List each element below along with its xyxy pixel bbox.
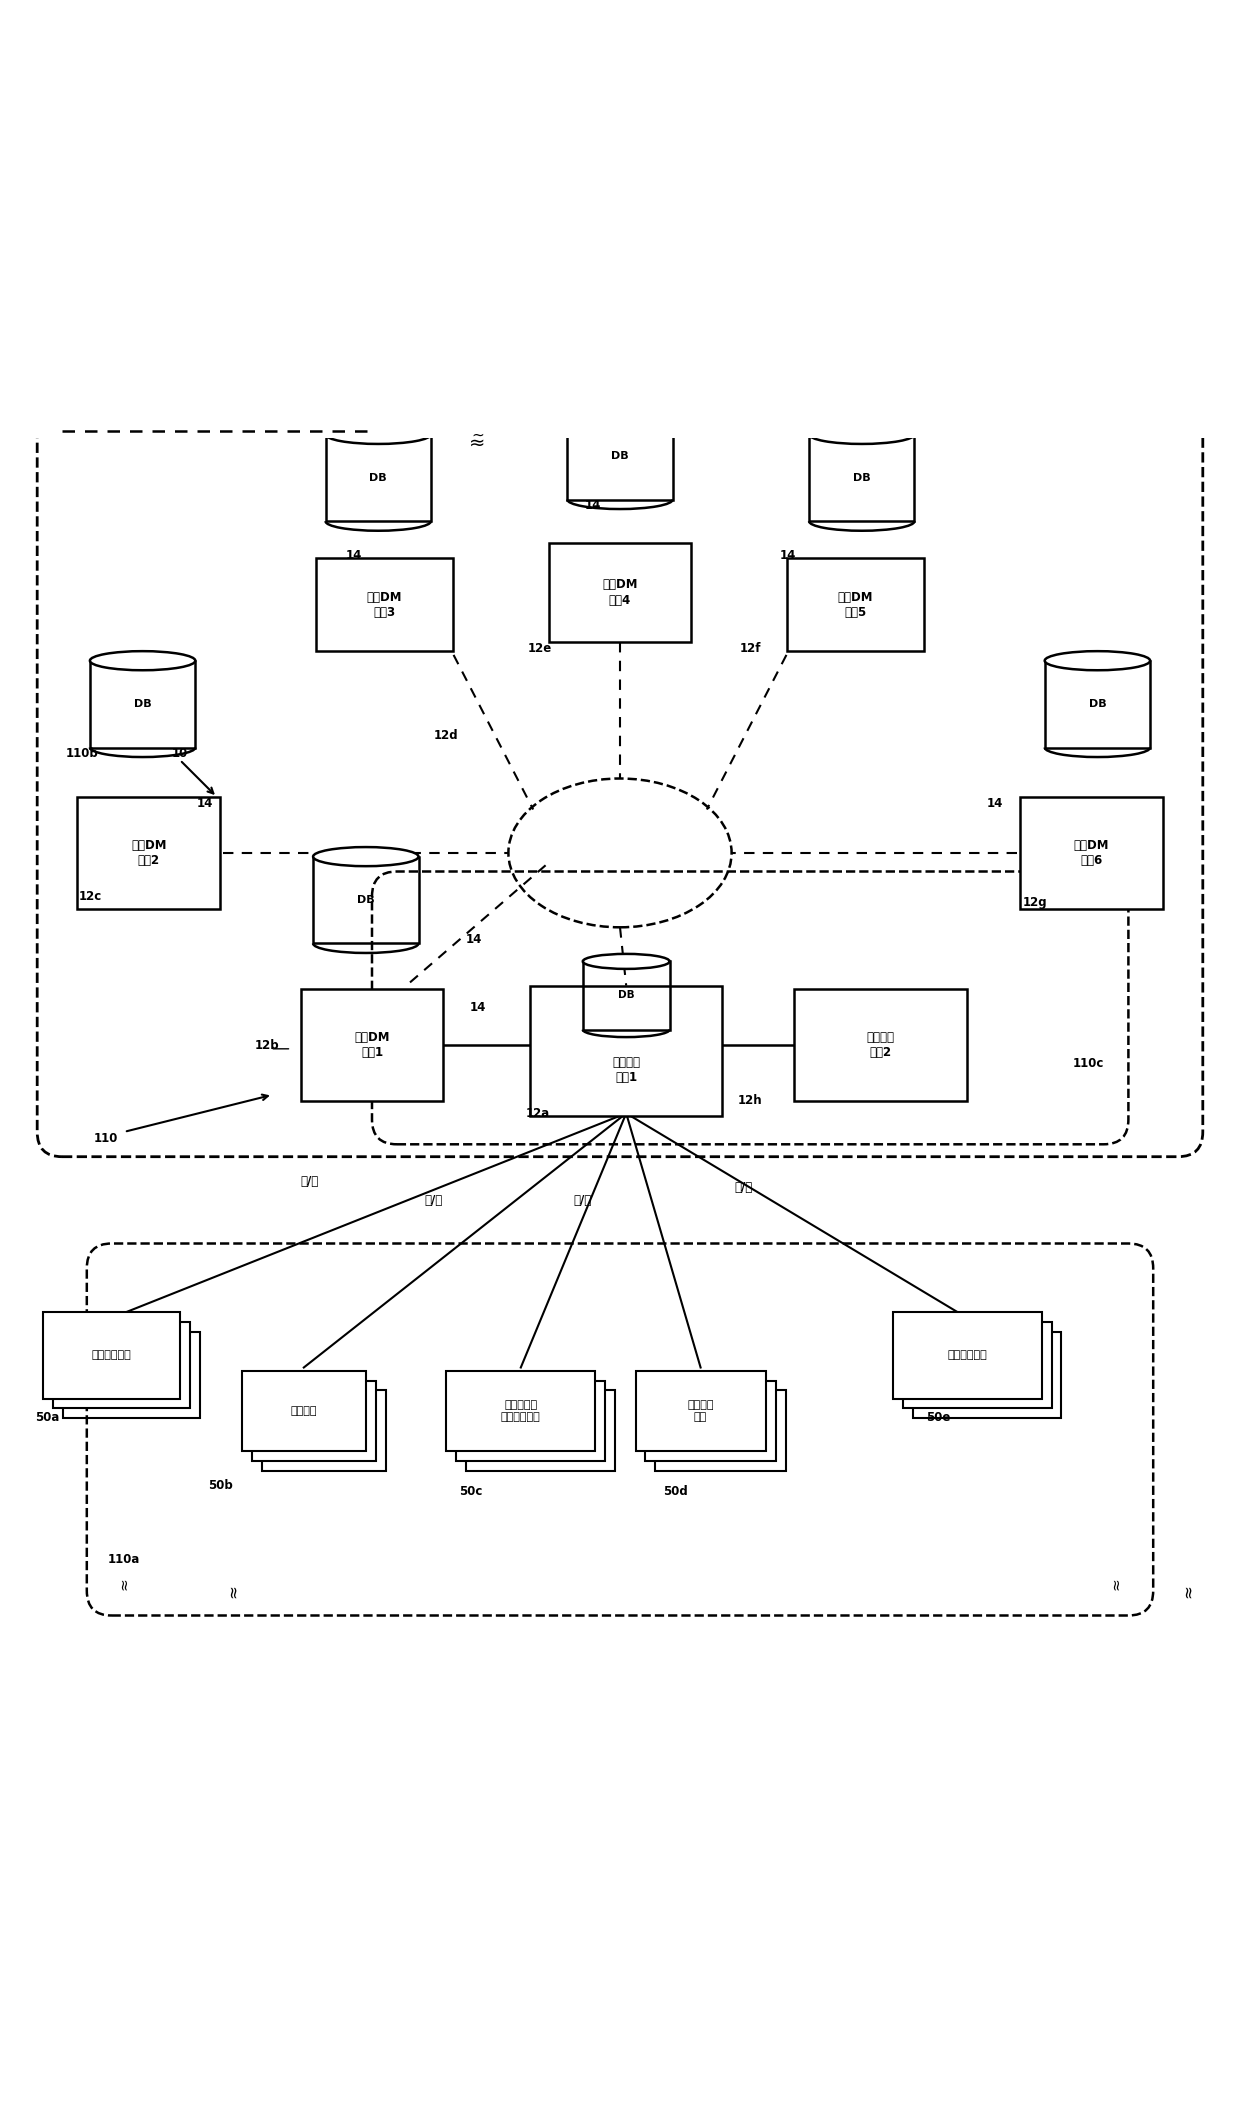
Text: 14: 14 <box>196 797 213 810</box>
Text: ≈: ≈ <box>117 1578 131 1590</box>
Text: 50d: 50d <box>663 1485 688 1497</box>
Text: ≈: ≈ <box>469 434 486 453</box>
Text: 集群DM
节点6: 集群DM 节点6 <box>1074 840 1109 867</box>
Text: 14: 14 <box>584 499 601 512</box>
Bar <box>242 1371 366 1451</box>
Text: 50c: 50c <box>460 1485 482 1497</box>
Text: DB: DB <box>134 700 151 709</box>
Bar <box>53 1322 190 1409</box>
Text: 14: 14 <box>469 1000 486 1015</box>
Bar <box>903 1322 1052 1409</box>
Bar <box>893 1311 1042 1398</box>
Ellipse shape <box>1044 651 1151 670</box>
Text: 12c: 12c <box>79 890 102 903</box>
Bar <box>1044 660 1149 747</box>
Text: ≈: ≈ <box>223 1584 242 1597</box>
Text: 集群DM
节点1: 集群DM 节点1 <box>355 1032 389 1060</box>
Bar <box>300 990 444 1102</box>
Text: ≈: ≈ <box>1178 1584 1197 1597</box>
Text: DB: DB <box>357 895 374 905</box>
Ellipse shape <box>567 404 672 423</box>
Text: 集群访问
节点2: 集群访问 节点2 <box>867 1032 894 1060</box>
Bar <box>531 986 722 1117</box>
Text: 14: 14 <box>986 797 1003 810</box>
Text: 床边医疗设备: 床边医疗设备 <box>947 1349 987 1360</box>
Text: 和/或: 和/或 <box>574 1193 591 1206</box>
Bar <box>794 990 967 1102</box>
Text: 50a: 50a <box>35 1411 60 1423</box>
Text: 外部信息系统: 外部信息系统 <box>92 1349 131 1360</box>
Bar <box>1019 797 1163 909</box>
Bar <box>466 1390 615 1472</box>
Ellipse shape <box>325 425 432 444</box>
Bar <box>63 1332 200 1419</box>
Bar <box>913 1332 1061 1419</box>
Text: ~: ~ <box>471 427 484 442</box>
Text: 12e: 12e <box>527 641 552 656</box>
Bar <box>645 1381 776 1461</box>
Text: 共享医疗
设备: 共享医疗 设备 <box>687 1400 714 1421</box>
Text: DB: DB <box>611 450 629 461</box>
Text: 14: 14 <box>345 548 362 563</box>
Text: DB: DB <box>853 474 870 482</box>
Bar <box>635 1371 766 1451</box>
Text: 10: 10 <box>171 747 188 759</box>
Text: 12f: 12f <box>739 641 761 656</box>
Bar <box>262 1390 386 1472</box>
Ellipse shape <box>89 651 196 670</box>
Bar <box>446 1371 595 1451</box>
Text: 集群访问
节点1: 集群访问 节点1 <box>613 1055 640 1083</box>
Bar <box>568 412 672 499</box>
Text: 110: 110 <box>93 1132 118 1144</box>
Bar <box>89 660 195 747</box>
Text: 12d: 12d <box>434 728 459 742</box>
Text: 和/或: 和/或 <box>301 1176 319 1189</box>
Text: 和/或: 和/或 <box>735 1180 753 1195</box>
Text: 14: 14 <box>779 548 796 563</box>
Bar <box>456 1381 605 1461</box>
Text: 110a: 110a <box>108 1552 140 1567</box>
Bar <box>77 797 219 909</box>
Bar <box>583 962 670 1030</box>
Text: 平板电脑和
个人电脑设备: 平板电脑和 个人电脑设备 <box>501 1400 541 1421</box>
Text: DB: DB <box>618 990 635 1000</box>
Text: 110c: 110c <box>1073 1058 1105 1070</box>
Bar <box>808 434 914 520</box>
Ellipse shape <box>312 848 419 867</box>
Bar <box>316 558 453 651</box>
Text: 12g: 12g <box>1023 897 1048 909</box>
Text: 集群DM
节点4: 集群DM 节点4 <box>603 580 637 607</box>
Text: 集群DM
节点2: 集群DM 节点2 <box>131 840 166 867</box>
Bar <box>43 1311 180 1398</box>
Bar <box>252 1381 376 1461</box>
Text: DB: DB <box>1089 700 1106 709</box>
Ellipse shape <box>808 425 915 444</box>
Bar <box>325 434 432 520</box>
Text: 呈现设备: 呈现设备 <box>290 1406 317 1415</box>
Text: 12h: 12h <box>738 1093 763 1108</box>
Text: 和/或: 和/或 <box>425 1193 443 1206</box>
Text: 110b: 110b <box>66 747 98 759</box>
Ellipse shape <box>583 954 670 969</box>
Text: 集群DM
节点3: 集群DM 节点3 <box>367 590 402 620</box>
Text: 12b: 12b <box>254 1038 279 1051</box>
Bar <box>549 544 692 643</box>
Text: 50e: 50e <box>926 1411 951 1423</box>
Bar <box>787 558 924 651</box>
Text: 12a: 12a <box>526 1106 551 1119</box>
Bar <box>312 857 419 943</box>
Text: ≈: ≈ <box>1109 1578 1123 1590</box>
Bar <box>655 1390 786 1472</box>
Text: 14: 14 <box>465 933 482 945</box>
Text: 50b: 50b <box>208 1478 233 1491</box>
Text: 集群DM
节点5: 集群DM 节点5 <box>838 590 873 620</box>
Text: DB: DB <box>370 474 387 482</box>
